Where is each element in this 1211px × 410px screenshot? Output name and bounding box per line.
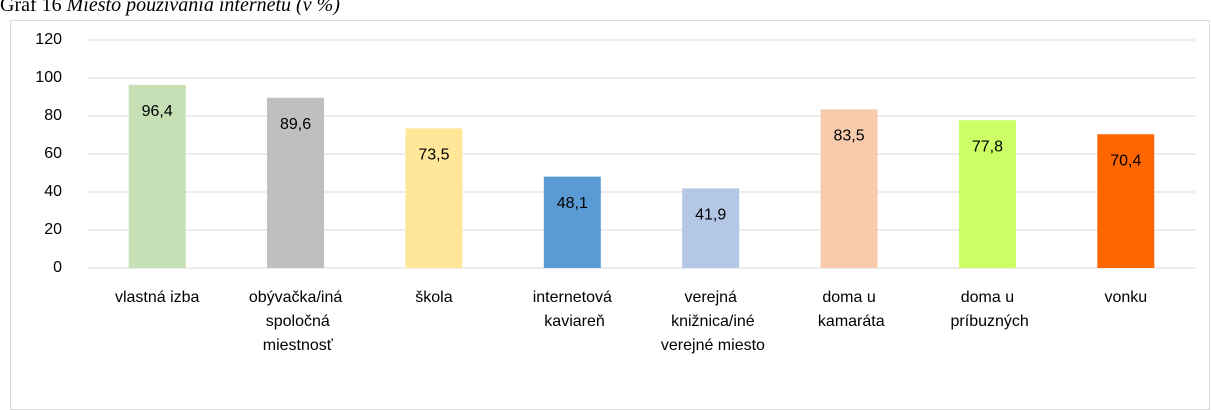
bar (820, 109, 878, 268)
y-tick-label: 60 (44, 145, 62, 162)
x-tick-label: obývačka/iná spoločná miestnosť (249, 289, 342, 354)
x-tick-label: vlastná izba (115, 289, 200, 306)
value-label: 77,8 (972, 138, 1003, 155)
bar (128, 84, 186, 268)
value-label: 73,5 (418, 147, 449, 164)
bar (543, 176, 601, 268)
value-label: 70,4 (1110, 152, 1141, 169)
chart-title-text: Miesto používania internetu (v %) (66, 0, 341, 16)
y-tick-label: 0 (53, 259, 62, 276)
bar (1097, 134, 1155, 268)
y-tick-label: 40 (44, 183, 62, 200)
chart-title: Graf 16 Miesto používania internetu (v %… (0, 0, 340, 16)
x-tick-label: doma u príbuzných (946, 289, 1029, 330)
chart-frame (10, 20, 1210, 410)
x-tick-label: internetová kaviareň (533, 289, 612, 330)
y-tick-label: 80 (44, 107, 62, 124)
value-label: 41,9 (695, 207, 726, 224)
x-tick-label: vonku (1104, 289, 1147, 306)
y-tick-label: 20 (44, 221, 62, 238)
bar (267, 97, 325, 268)
value-label: 89,6 (280, 116, 311, 133)
x-tick-label: doma u kamaráta (813, 289, 884, 330)
x-tick-label: škola (415, 289, 452, 306)
y-tick-label: 120 (35, 31, 62, 48)
bar (682, 188, 740, 268)
bar (405, 128, 463, 268)
bar (958, 120, 1016, 269)
y-tick-label: 100 (35, 69, 62, 86)
value-label: 96,4 (142, 103, 173, 120)
value-label: 83,5 (833, 128, 864, 145)
value-label: 48,1 (557, 195, 588, 212)
chart-label: Graf 16 (0, 0, 62, 16)
x-tick-label: verejná knižnica/iné verejné miesto (656, 289, 765, 354)
